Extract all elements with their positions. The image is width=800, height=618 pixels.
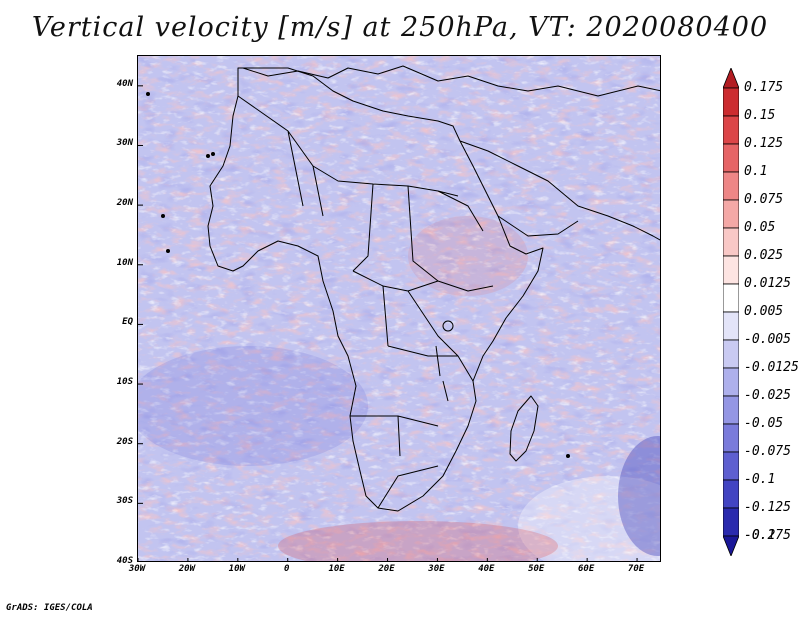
colorbar-level-label: -0.125: [744, 500, 791, 515]
colorbar-level-label: -0.1: [744, 472, 776, 487]
lon-tick-label: 30E: [428, 564, 445, 574]
lon-tick-label: 20W: [178, 564, 196, 574]
footer-credit: GrADS: IGES/COLA: [6, 603, 93, 613]
colorbar-level-label: -0.05: [744, 416, 784, 431]
colorbar-swatch: [723, 68, 739, 89]
colorbar-level-label: 0.1: [744, 164, 768, 179]
lon-tick-label: 50E: [528, 564, 545, 574]
colorbar-level-label: 0.15: [744, 108, 776, 123]
colorbar-level-label: -0.175: [744, 528, 791, 543]
colorbar-swatch: [723, 87, 739, 117]
map-title: Vertical velocity [m/s] at 250hPa, VT: 2…: [31, 12, 769, 43]
lon-tick-label: 60E: [578, 564, 595, 574]
lat-tick-label: 10N: [116, 257, 133, 268]
colorbar-level-label: 0.075: [744, 192, 784, 207]
colorbar: [723, 68, 739, 556]
lon-tick-label: 20E: [378, 564, 395, 574]
colorbar-swatch: [723, 115, 739, 145]
colorbar-swatch: [723, 283, 739, 313]
colorbar-swatch: [723, 227, 739, 257]
colorbar-level-label: -0.0125: [744, 360, 799, 375]
colorbar-swatch: [723, 255, 739, 285]
colorbar-level-label: -0.2: [744, 528, 776, 543]
colorbar-swatch: [723, 311, 739, 341]
colorbar-level-label: -0.005: [744, 332, 791, 347]
lat-tick-label: 40S: [116, 556, 133, 566]
colorbar-swatch: [723, 143, 739, 173]
lon-tick-label: 30W: [128, 564, 146, 574]
colorbar-level-label: -0.025: [744, 388, 791, 403]
lat-tick-label: 20S: [116, 436, 133, 447]
colorbar-swatch: [723, 395, 739, 425]
colorbar-swatch: [723, 535, 739, 556]
coastlines: [207, 65, 660, 512]
lat-tick-label: 40N: [116, 78, 133, 89]
velocity-field: [138, 56, 660, 561]
colorbar-level-label: 0.175: [744, 80, 784, 95]
colorbar-level-label: 0.005: [744, 304, 784, 319]
colorbar-level-label: 0.0125: [744, 276, 791, 291]
lon-tick-label: 10W: [228, 564, 245, 574]
lat-tick-label: EQ: [122, 317, 133, 328]
lat-tick-label: 20N: [116, 198, 133, 209]
colorbar-swatch: [723, 423, 739, 453]
colorbar-level-label: 0.025: [744, 248, 784, 263]
lat-tick-label: 30S: [116, 496, 133, 507]
colorbar-swatch: [723, 199, 739, 229]
lon-tick-label: 0: [283, 564, 290, 574]
colorbar-swatch: [723, 367, 739, 397]
velocity-map: [137, 55, 661, 562]
lat-tick-label: 10S: [116, 377, 133, 388]
colorbar-swatch: [723, 479, 739, 509]
colorbar-level-label: 0.05: [744, 220, 776, 235]
colorbar-swatch: [723, 451, 739, 481]
colorbar-level-label: -0.075: [744, 444, 791, 459]
colorbar-swatch: [723, 171, 739, 201]
colorbar-swatch: [723, 339, 739, 369]
lon-tick-label: 70E: [627, 564, 645, 574]
colorbar-level-label: 0.125: [744, 136, 784, 151]
lon-tick-label: 10E: [328, 564, 345, 574]
lat-tick-label: 30N: [116, 138, 133, 149]
colorbar-swatch: [723, 507, 739, 537]
lon-tick-label: 40E: [478, 564, 495, 574]
